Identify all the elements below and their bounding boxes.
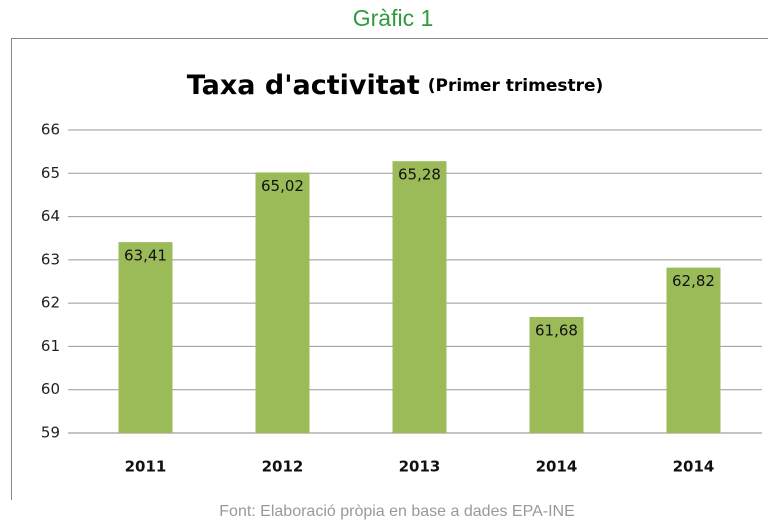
y-tick-label: 59: [41, 424, 60, 442]
x-tick-label: 2011: [125, 458, 167, 476]
bar: [118, 242, 173, 433]
chart-title: Taxa d'activitat: [187, 70, 420, 101]
bar: [529, 316, 584, 433]
x-tick-label: 2013: [399, 458, 441, 476]
data-label: 65,28: [398, 166, 441, 184]
bar: [666, 267, 721, 433]
x-tick-label: 2014: [673, 458, 715, 476]
bar: [392, 161, 447, 433]
source: Font: Elaboració pròpia en base a dades …: [219, 503, 574, 520]
y-tick-label: 66: [41, 121, 60, 139]
chart-subtitle: (Primer trimestre): [428, 76, 604, 96]
y-tick-label: 65: [41, 164, 60, 182]
bar: [255, 172, 310, 434]
x-tick-label: 2014: [536, 458, 578, 476]
y-tick-label: 64: [41, 207, 60, 225]
y-tick-label: 62: [41, 294, 60, 312]
chart-frame: [11, 38, 768, 500]
heading: Gràfic 1: [353, 5, 434, 31]
y-tick-label: 61: [41, 337, 60, 355]
chart-title-group: Taxa d'activitat (Primer trimestre): [187, 70, 604, 101]
data-label: 62,82: [672, 272, 715, 290]
data-label: 61,68: [535, 321, 578, 339]
y-tick-label: 63: [41, 250, 60, 268]
data-label: 65,02: [261, 177, 304, 195]
x-tick-label: 2012: [262, 458, 304, 476]
y-tick-label: 60: [41, 380, 60, 398]
data-label: 63,41: [124, 247, 167, 265]
